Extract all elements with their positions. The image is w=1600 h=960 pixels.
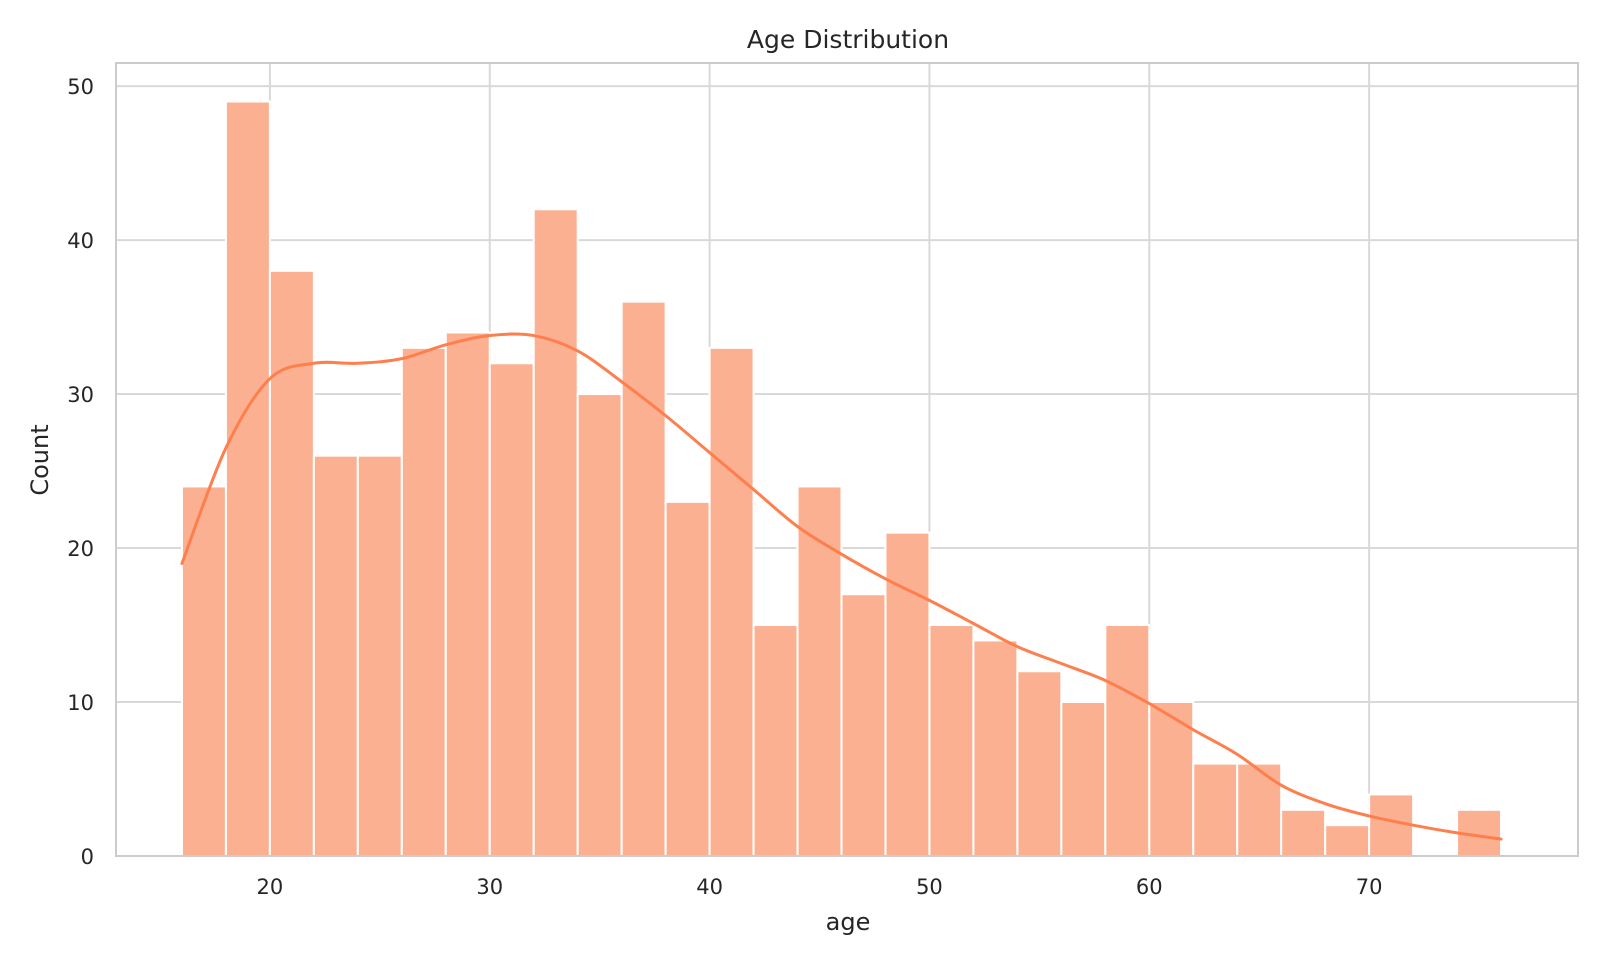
histogram-bar [356, 454, 403, 857]
histogram-bar [884, 531, 931, 857]
x-tick-label: 50 [916, 875, 943, 899]
plot-frame [115, 62, 1579, 857]
histogram-bar [1324, 824, 1371, 857]
kde-line [180, 332, 1503, 841]
x-tick-labels: 20 30 40 50 60 70 [257, 875, 1383, 899]
histogram-bar [1060, 701, 1107, 857]
y-tick-label: 50 [67, 75, 94, 99]
histogram-bar [1016, 670, 1063, 858]
histogram-bar [752, 624, 799, 857]
histogram-bar [532, 208, 579, 857]
chart-title: Age Distribution [747, 25, 949, 54]
histogram-bar [972, 639, 1019, 857]
kde-curve-group [180, 332, 1503, 841]
x-tick-label: 30 [476, 875, 503, 899]
histogram-bar [1104, 624, 1151, 857]
histogram-bar [708, 346, 755, 857]
histogram-bar [928, 624, 975, 857]
y-tick-labels: 0 10 20 30 40 50 [67, 75, 94, 869]
histogram-bar [1280, 808, 1327, 858]
x-axis-label: age [826, 908, 871, 936]
histogram-bar [312, 454, 359, 857]
histogram-bars [180, 100, 1503, 858]
histogram-bar [840, 593, 887, 858]
histogram-bar [444, 331, 491, 858]
histogram-bar [664, 500, 711, 857]
x-tick-label: 70 [1356, 875, 1383, 899]
histogram-bar [268, 269, 315, 857]
histogram-bar [620, 300, 667, 857]
y-tick-label: 0 [81, 845, 94, 869]
histogram-bar [576, 393, 623, 857]
x-tick-label: 40 [696, 875, 723, 899]
histogram-bar [180, 485, 227, 857]
histogram-bar [224, 100, 271, 858]
histogram-bar [1236, 762, 1283, 857]
histogram-bar [400, 346, 447, 857]
x-tick-label: 60 [1136, 875, 1163, 899]
histogram-bar [1192, 762, 1239, 857]
y-tick-label: 20 [67, 537, 94, 561]
histogram-bar [488, 362, 535, 857]
y-axis-label: Count [26, 424, 54, 495]
y-tick-label: 30 [67, 383, 94, 407]
x-tick-label: 20 [257, 875, 284, 899]
y-tick-label: 10 [67, 691, 94, 715]
y-tick-label: 40 [67, 229, 94, 253]
